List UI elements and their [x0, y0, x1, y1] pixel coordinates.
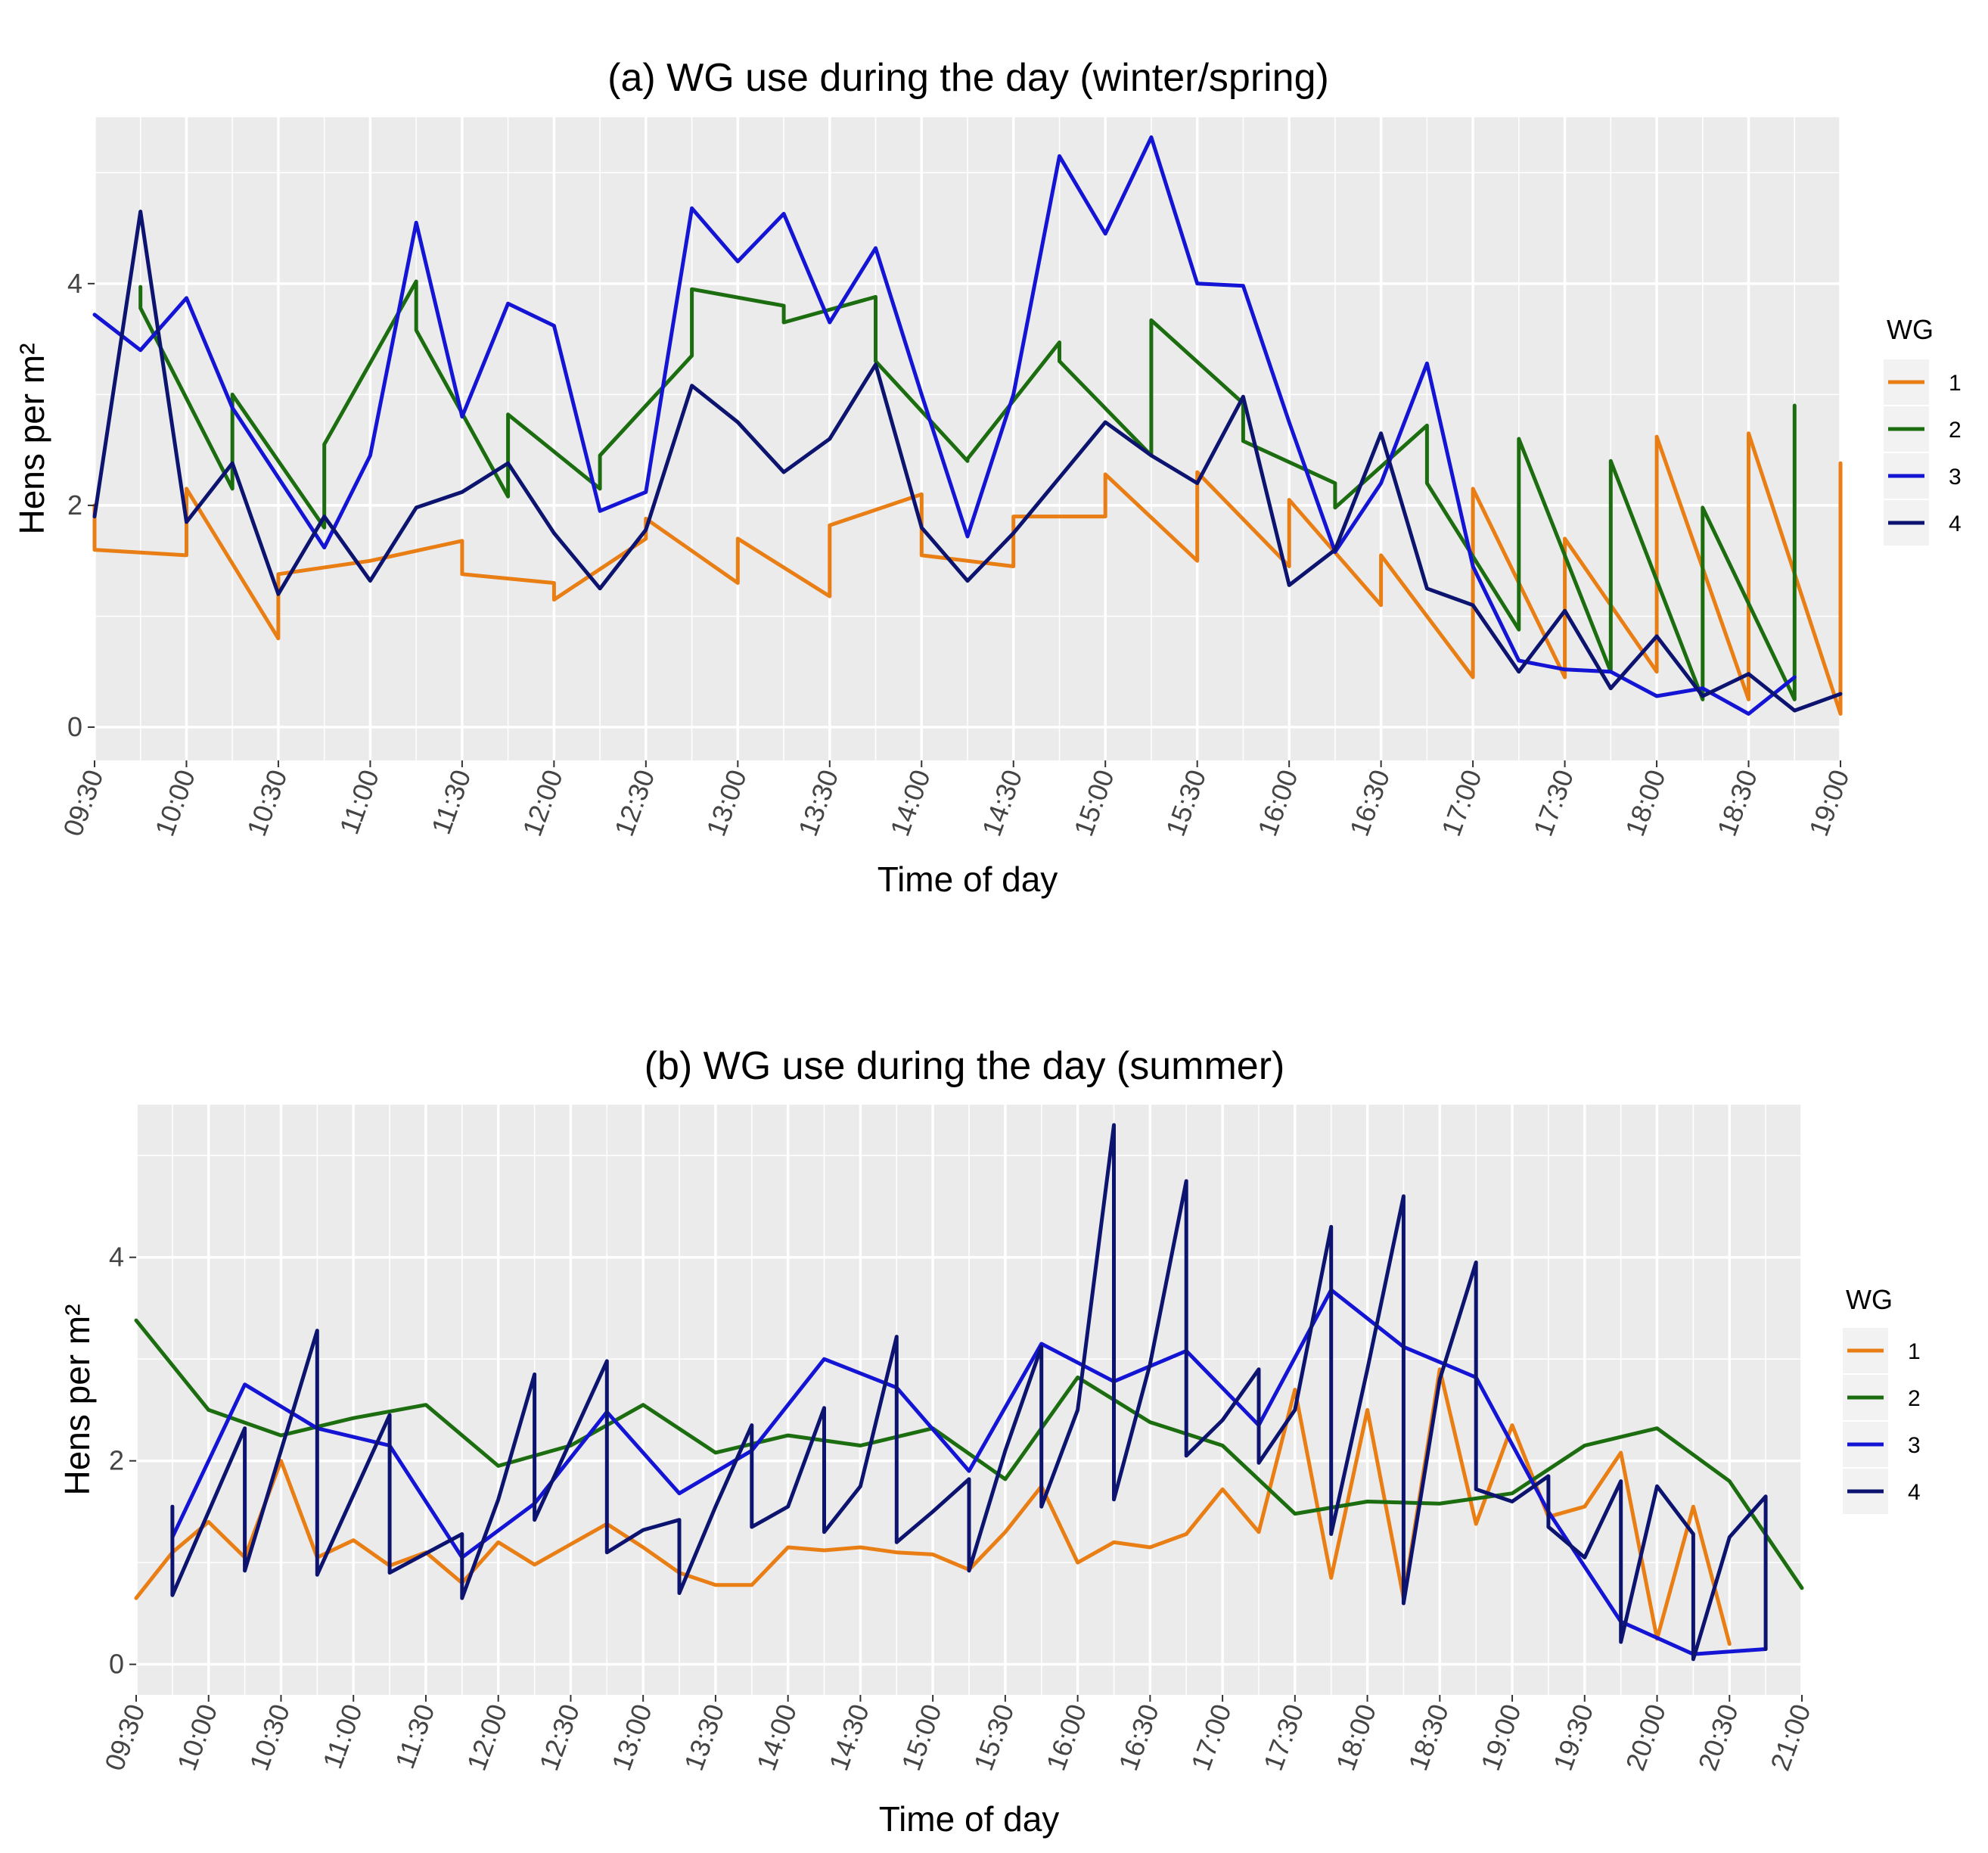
x-tick-label: 17:30: [1257, 1700, 1309, 1775]
x-tick-label: 13:00: [700, 766, 752, 841]
x-tick-label: 11:00: [316, 1700, 368, 1773]
chart-b-y-axis-title: Hens per m²: [57, 1304, 97, 1495]
series-line-wg-3: [170, 1288, 1768, 1656]
x-tick-label: 14:30: [823, 1700, 875, 1775]
chart-b-series: [134, 1123, 1804, 1662]
x-tick-label: 11:30: [389, 1700, 440, 1773]
x-tick-label: 12:30: [533, 1700, 586, 1775]
chart-a-legend: WG 1 2 3 4: [1884, 314, 1962, 546]
x-tick-label: 13:30: [678, 1700, 730, 1775]
x-tick-label: 21:00: [1764, 1700, 1816, 1775]
legend-label-wg-4: 4: [1908, 1480, 1921, 1505]
chart-a: (a) WG use during the day (winter/spring…: [12, 56, 1962, 899]
x-tick-label: 16:30: [1343, 766, 1396, 841]
x-tick-label: 09:30: [98, 1700, 151, 1775]
chart-b-grid: [135, 1105, 1803, 1695]
legend-label-wg-3: 3: [1949, 465, 1962, 490]
series-line-wg-3: [92, 135, 1797, 716]
x-tick-label: 10:30: [241, 766, 293, 841]
x-tick-label: 19:00: [1803, 766, 1855, 841]
chart-a-title: (a) WG use during the day (winter/spring…: [607, 56, 1329, 100]
x-tick-label: 13:30: [792, 766, 844, 841]
x-tick-label: 09:30: [57, 766, 109, 841]
x-tick-label: 16:00: [1040, 1700, 1092, 1775]
y-tick-label: 0: [67, 711, 82, 742]
x-tick-label: 14:30: [976, 766, 1028, 841]
legend-label-wg-1: 1: [1908, 1339, 1921, 1364]
x-tick-label: 15:00: [1067, 766, 1120, 841]
x-tick-label: 10:00: [149, 766, 201, 841]
series-line-wg-4: [92, 210, 1843, 713]
x-tick-label: 19:30: [1547, 1700, 1599, 1775]
series-line-wg-4: [170, 1123, 1768, 1662]
x-tick-label: 14:00: [750, 1700, 803, 1775]
x-tick-label: 12:30: [608, 766, 660, 841]
x-tick-label: 16:30: [1113, 1700, 1165, 1775]
legend-label-wg-2: 2: [1908, 1386, 1921, 1411]
chart-a-x-axis-title: Time of day: [878, 860, 1058, 899]
legend-label-wg-2: 2: [1949, 418, 1962, 443]
x-tick-label: 10:00: [171, 1700, 223, 1775]
x-tick-label: 15:00: [895, 1700, 947, 1775]
chart-b: (b) WG use during the day (summer) 0 2 4 0…: [57, 1044, 1921, 1839]
x-tick-label: 12:00: [517, 766, 569, 841]
x-tick-label: 14:00: [884, 766, 936, 841]
x-tick-label: 12:00: [461, 1700, 513, 1775]
chart-b-legend: WG 1 2 3 4: [1843, 1284, 1921, 1514]
x-tick-label: 18:00: [1619, 766, 1671, 841]
x-tick-label: 17:00: [1435, 766, 1487, 841]
x-tick-label: 18:00: [1330, 1700, 1382, 1775]
y-tick-label: 2: [109, 1445, 124, 1476]
chart-b-x-axis: 09:30 10:00 10:30 11:00 11:30 12:00 12:30 13:00…: [98, 1695, 1817, 1775]
series-line-wg-2: [138, 279, 1797, 701]
chart-b-legend-title: WG: [1846, 1284, 1893, 1315]
x-tick-label: 13:00: [605, 1700, 657, 1775]
x-tick-label: 11:00: [334, 766, 385, 838]
chart-b-title: (b) WG use during the day (summer): [645, 1044, 1285, 1088]
x-tick-label: 18:30: [1711, 766, 1763, 841]
x-tick-label: 15:30: [1160, 766, 1212, 841]
chart-b-y-axis: 0 2 4: [109, 1242, 136, 1680]
series-line-wg-1: [92, 431, 1843, 716]
legend-label-wg-1: 1: [1949, 371, 1962, 396]
y-tick-label: 4: [67, 268, 82, 299]
chart-a-series: [92, 135, 1843, 716]
chart-b-x-axis-title: Time of day: [879, 1799, 1060, 1839]
x-tick-label: 18:30: [1402, 1700, 1454, 1775]
x-tick-label: 17:00: [1185, 1700, 1237, 1775]
chart-a-y-axis-title: Hens per m²: [12, 343, 51, 534]
x-tick-label: 10:30: [244, 1700, 296, 1775]
chart-a-x-axis: 09:30 10:00 10:30 11:00 11:30 12:00 12:30 13:00…: [57, 760, 1856, 841]
x-tick-label: 20:30: [1691, 1700, 1744, 1775]
x-tick-label: 17:30: [1527, 766, 1580, 841]
chart-a-y-axis: 0 2 4: [67, 268, 95, 742]
x-tick-label: 15:30: [968, 1700, 1020, 1775]
series-line-wg-2: [134, 1318, 1804, 1590]
x-tick-label: 19:00: [1474, 1700, 1527, 1775]
series-line-wg-1: [134, 1367, 1732, 1646]
legend-label-wg-4: 4: [1949, 511, 1962, 536]
x-tick-label: 16:00: [1251, 766, 1303, 841]
legend-label-wg-3: 3: [1908, 1433, 1921, 1458]
y-tick-label: 2: [67, 490, 82, 521]
x-tick-label: 11:30: [425, 766, 477, 838]
chart-a-legend-title: WG: [1887, 314, 1934, 345]
x-tick-label: 20:00: [1620, 1700, 1672, 1775]
y-tick-label: 4: [109, 1242, 124, 1273]
y-tick-label: 0: [109, 1649, 124, 1680]
